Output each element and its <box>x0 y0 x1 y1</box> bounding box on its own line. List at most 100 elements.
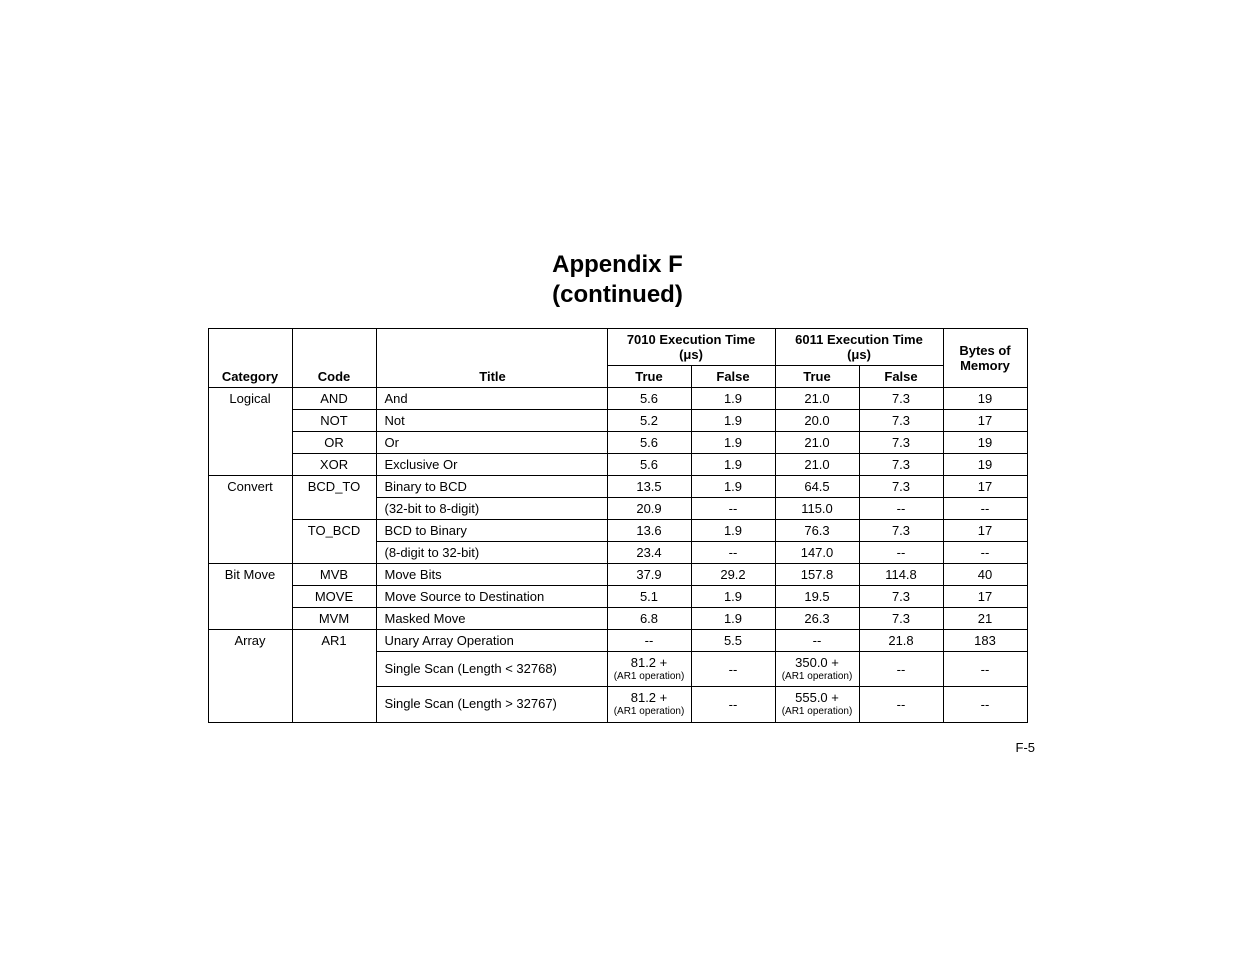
table-row: Single Scan (Length > 32767) 81.2 + (AR1… <box>208 687 1027 722</box>
cell-value: 1.9 <box>691 432 775 454</box>
cell-value: 76.3 <box>775 520 859 542</box>
page-title-line1: Appendix F <box>552 250 683 280</box>
header-category: Category <box>208 329 292 388</box>
cell-code: AND <box>292 388 376 410</box>
header-code: Code <box>292 329 376 388</box>
cell-value: 23.4 <box>607 542 691 564</box>
cell-value-line1: 350.0 + <box>795 655 839 670</box>
cell-title: And <box>376 388 607 410</box>
cell-value: 1.9 <box>691 608 775 630</box>
cell-empty <box>208 410 292 432</box>
cell-value: 157.8 <box>775 564 859 586</box>
cell-value: 5.1 <box>607 586 691 608</box>
cell-value: 1.9 <box>691 454 775 476</box>
cell-code: AR1 <box>292 630 376 652</box>
cell-value: 29.2 <box>691 564 775 586</box>
cell-value-line2: (AR1 operation) <box>782 671 853 683</box>
cell-value: -- <box>859 652 943 687</box>
cell-value: 13.6 <box>607 520 691 542</box>
cell-category: Logical <box>208 388 292 410</box>
cell-code: MVM <box>292 608 376 630</box>
cell-empty <box>208 687 292 722</box>
cell-value: 20.0 <box>775 410 859 432</box>
table-row: Logical AND And 5.6 1.9 21.0 7.3 19 <box>208 388 1027 410</box>
cell-value: 40 <box>943 564 1027 586</box>
cell-value: 20.9 <box>607 498 691 520</box>
cell-category: Array <box>208 630 292 652</box>
cell-value: -- <box>943 652 1027 687</box>
cell-value: 7.3 <box>859 388 943 410</box>
cell-value: 1.9 <box>691 388 775 410</box>
cell-value: 17 <box>943 520 1027 542</box>
cell-value-line2: (AR1 operation) <box>782 706 853 718</box>
cell-value: 21 <box>943 608 1027 630</box>
cell-title: Unary Array Operation <box>376 630 607 652</box>
cell-empty <box>208 586 292 608</box>
cell-value: 1.9 <box>691 586 775 608</box>
table-row: (32-bit to 8-digit) 20.9 -- 115.0 -- -- <box>208 498 1027 520</box>
cell-value: 21.0 <box>775 388 859 410</box>
cell-value: -- <box>859 498 943 520</box>
cell-category: Convert <box>208 476 292 498</box>
header-6011-false: False <box>859 366 943 388</box>
cell-value: -- <box>691 652 775 687</box>
cell-value: 1.9 <box>691 520 775 542</box>
cell-title: Or <box>376 432 607 454</box>
cell-title: Single Scan (Length < 32768) <box>376 652 607 687</box>
cell-title: (32-bit to 8-digit) <box>376 498 607 520</box>
cell-empty <box>208 608 292 630</box>
cell-value: -- <box>691 498 775 520</box>
cell-value: -- <box>775 630 859 652</box>
cell-title: Single Scan (Length > 32767) <box>376 687 607 722</box>
cell-value: -- <box>859 542 943 564</box>
cell-value: 7.3 <box>859 410 943 432</box>
table-row: Bit Move MVB Move Bits 37.9 29.2 157.8 1… <box>208 564 1027 586</box>
cell-value-line2: (AR1 operation) <box>614 706 685 718</box>
header-7010-false: False <box>691 366 775 388</box>
cell-title: Masked Move <box>376 608 607 630</box>
cell-empty <box>292 687 376 722</box>
table-row: MOVE Move Source to Destination 5.1 1.9 … <box>208 586 1027 608</box>
cell-value: 81.2 + (AR1 operation) <box>607 687 691 722</box>
cell-value: -- <box>943 687 1027 722</box>
page-title-line2: (continued) <box>552 280 683 310</box>
cell-value: 7.3 <box>859 586 943 608</box>
cell-value: -- <box>943 542 1027 564</box>
cell-value: -- <box>859 687 943 722</box>
header-6011: 6011 Execution Time (μs) <box>775 329 943 366</box>
table-row: (8-digit to 32-bit) 23.4 -- 147.0 -- -- <box>208 542 1027 564</box>
cell-value: 7.3 <box>859 476 943 498</box>
execution-time-table: Category Code Title 7010 Execution Time … <box>208 328 1028 723</box>
cell-value: 7.3 <box>859 608 943 630</box>
cell-title: Exclusive Or <box>376 454 607 476</box>
header-7010-unit: (μs) <box>679 347 703 362</box>
cell-value: 21.8 <box>859 630 943 652</box>
cell-title: (8-digit to 32-bit) <box>376 542 607 564</box>
cell-value: 5.5 <box>691 630 775 652</box>
cell-empty <box>208 520 292 542</box>
cell-code: MVB <box>292 564 376 586</box>
table-row: Array AR1 Unary Array Operation -- 5.5 -… <box>208 630 1027 652</box>
cell-empty <box>208 498 292 520</box>
cell-empty <box>208 542 292 564</box>
cell-value: 1.9 <box>691 410 775 432</box>
cell-value: 5.6 <box>607 432 691 454</box>
header-bytes-line1: Bytes of <box>959 343 1010 358</box>
header-bytes-line2: Memory <box>960 358 1010 373</box>
cell-code: BCD_TO <box>292 476 376 498</box>
cell-value: 26.3 <box>775 608 859 630</box>
cell-code: OR <box>292 432 376 454</box>
table-row: MVM Masked Move 6.8 1.9 26.3 7.3 21 <box>208 608 1027 630</box>
cell-code: MOVE <box>292 586 376 608</box>
cell-value: 13.5 <box>607 476 691 498</box>
cell-value: 555.0 + (AR1 operation) <box>775 687 859 722</box>
table-row: TO_BCD BCD to Binary 13.6 1.9 76.3 7.3 1… <box>208 520 1027 542</box>
header-title: Title <box>376 329 607 388</box>
cell-empty <box>292 652 376 687</box>
cell-value: 37.9 <box>607 564 691 586</box>
cell-value: 5.2 <box>607 410 691 432</box>
header-6011-unit: (μs) <box>847 347 871 362</box>
table-row: NOT Not 5.2 1.9 20.0 7.3 17 <box>208 410 1027 432</box>
cell-value: 7.3 <box>859 432 943 454</box>
cell-value: 114.8 <box>859 564 943 586</box>
